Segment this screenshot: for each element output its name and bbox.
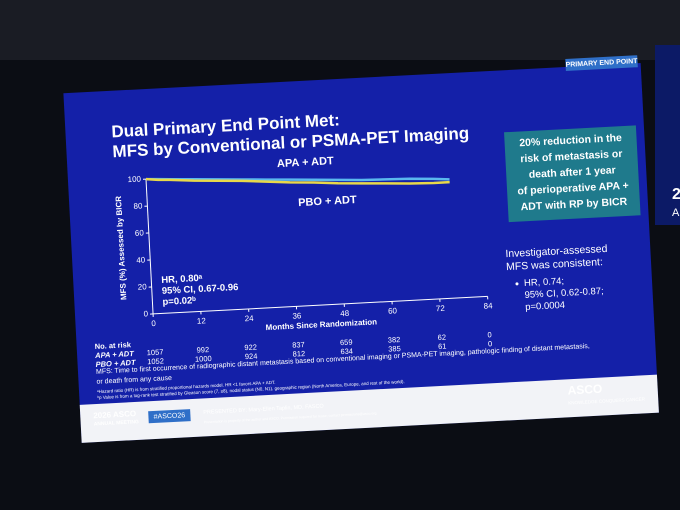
risk-value: 837 [292, 340, 305, 350]
x-tick-label: 60 [388, 306, 398, 315]
secondary-bullet: HR, 0.74; [524, 276, 565, 289]
tag: PRIMARY END POINT [565, 58, 638, 69]
x-tick-label: 36 [292, 311, 302, 320]
risk-value: 812 [292, 349, 305, 359]
tag-box [565, 55, 638, 71]
x-tick-label: 72 [436, 304, 446, 313]
risk-value: 382 [388, 335, 401, 345]
risk-value: 61 [438, 342, 447, 351]
y-tick-label: 0 [143, 309, 148, 318]
highlight-text: risk of metastasis or [520, 148, 623, 165]
hashtag-box [148, 409, 191, 424]
risk-value: 924 [245, 352, 258, 362]
ceiling [0, 0, 680, 60]
secondary-bullet: 95% CI, 0.62-0.87; [524, 286, 604, 301]
risk-label: APA + ADT [94, 349, 136, 360]
hashtag: #ASCO26 [154, 412, 186, 421]
x-tick-label: 12 [197, 316, 207, 325]
highlight-text: of perioperative APA + [517, 180, 629, 198]
risk-value: 385 [388, 344, 401, 354]
footnote: or death from any cause [96, 375, 172, 386]
side-screen-text: 2 [672, 186, 680, 203]
meeting: ANNUAL MEETING [94, 419, 140, 427]
risk-value: 1000 [195, 354, 212, 364]
y-tick-label: 20 [138, 282, 148, 291]
risk-value: 62 [437, 333, 446, 342]
y-tick-label: 80 [133, 201, 143, 210]
secondary-bullet: p=0.0004 [525, 300, 565, 313]
secondary-heading: MFS was consistent: [506, 256, 603, 273]
risk-value: 1057 [147, 347, 164, 357]
legend-label: APA + ADT [277, 155, 335, 170]
legend-label: PBO + ADT [298, 194, 357, 209]
stat: HR, 0.80ᵃ [161, 273, 203, 286]
bullet [515, 282, 519, 286]
risk-value: 1052 [147, 356, 164, 366]
slide-footer [79, 374, 659, 443]
risk-value: 922 [244, 343, 257, 353]
side-screen-text: A [672, 207, 680, 219]
risk-value: 634 [340, 346, 353, 356]
x-tick-label: 24 [244, 314, 254, 323]
y-axis [145, 179, 154, 314]
stat: p=0.02ᵇ [162, 295, 196, 308]
highlight-text: ADT with RP by BICR [520, 196, 627, 214]
risk-value: 992 [196, 345, 209, 355]
meeting: 2026 ASCO [93, 409, 136, 420]
highlight-box [504, 125, 641, 223]
risk-value: 659 [340, 338, 353, 348]
secondary-heading: Investigator-assessed [505, 243, 608, 260]
stat: 95% CI, 0.67-0.96 [162, 282, 239, 297]
series-line [145, 177, 450, 185]
risk-value: 0 [487, 330, 492, 339]
highlight-text: death after 1 year [528, 164, 615, 181]
x-tick-label: 48 [340, 309, 350, 318]
highlight-text: 20% reduction in the [519, 132, 622, 149]
x-axis [153, 295, 488, 315]
risk-label: PBO + ADT [95, 358, 137, 369]
side-screen [655, 45, 680, 225]
x-tick-label: 0 [151, 319, 156, 328]
y-tick-label: 40 [136, 255, 146, 264]
risk-value: 0 [488, 339, 493, 348]
logo: ASCO [567, 382, 602, 398]
x-tick-label: 84 [483, 301, 493, 310]
y-tick-label: 60 [135, 228, 145, 237]
y-tick-label: 100 [127, 174, 141, 184]
logo-sub: KNOWLEDGE CONQUERS CANCER [568, 396, 646, 405]
risk-title: No. at risk [94, 340, 132, 351]
